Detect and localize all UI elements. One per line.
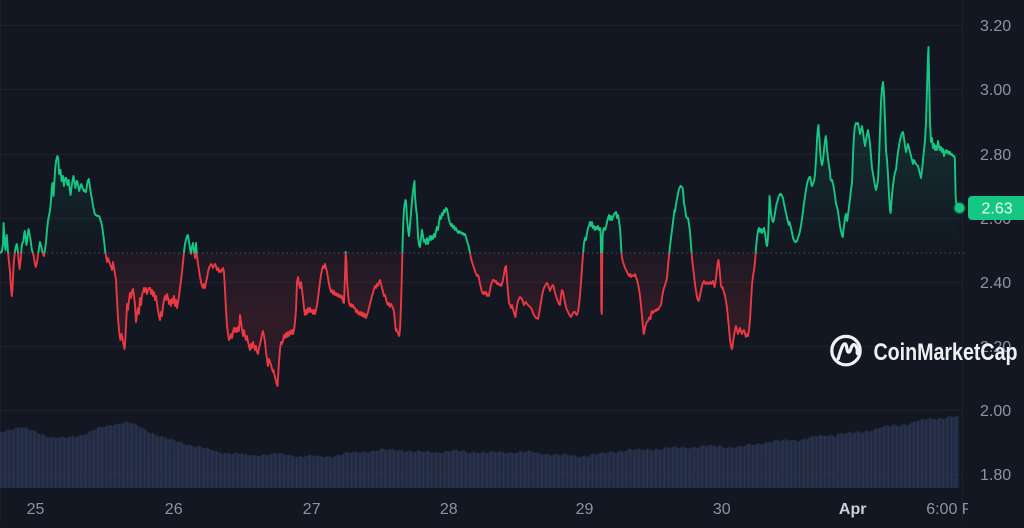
svg-text:CoinMarketCap: CoinMarketCap — [874, 339, 1018, 366]
svg-text:29: 29 — [576, 501, 594, 518]
svg-text:2.80: 2.80 — [980, 147, 1011, 164]
svg-text:28: 28 — [440, 501, 458, 518]
svg-text:Apr: Apr — [839, 501, 867, 518]
svg-text:25: 25 — [27, 501, 45, 518]
svg-text:2.20: 2.20 — [980, 339, 1011, 356]
svg-text:2.40: 2.40 — [980, 275, 1011, 292]
svg-text:3.00: 3.00 — [980, 82, 1011, 99]
svg-text:6:00 PM: 6:00 PM — [926, 501, 986, 518]
svg-text:1.80: 1.80 — [980, 467, 1011, 484]
svg-text:30: 30 — [713, 501, 731, 518]
svg-text:2.63: 2.63 — [982, 201, 1013, 218]
svg-text:27: 27 — [303, 501, 321, 518]
svg-text:2.00: 2.00 — [980, 403, 1011, 420]
svg-text:3.20: 3.20 — [980, 18, 1011, 35]
svg-text:26: 26 — [165, 501, 183, 518]
